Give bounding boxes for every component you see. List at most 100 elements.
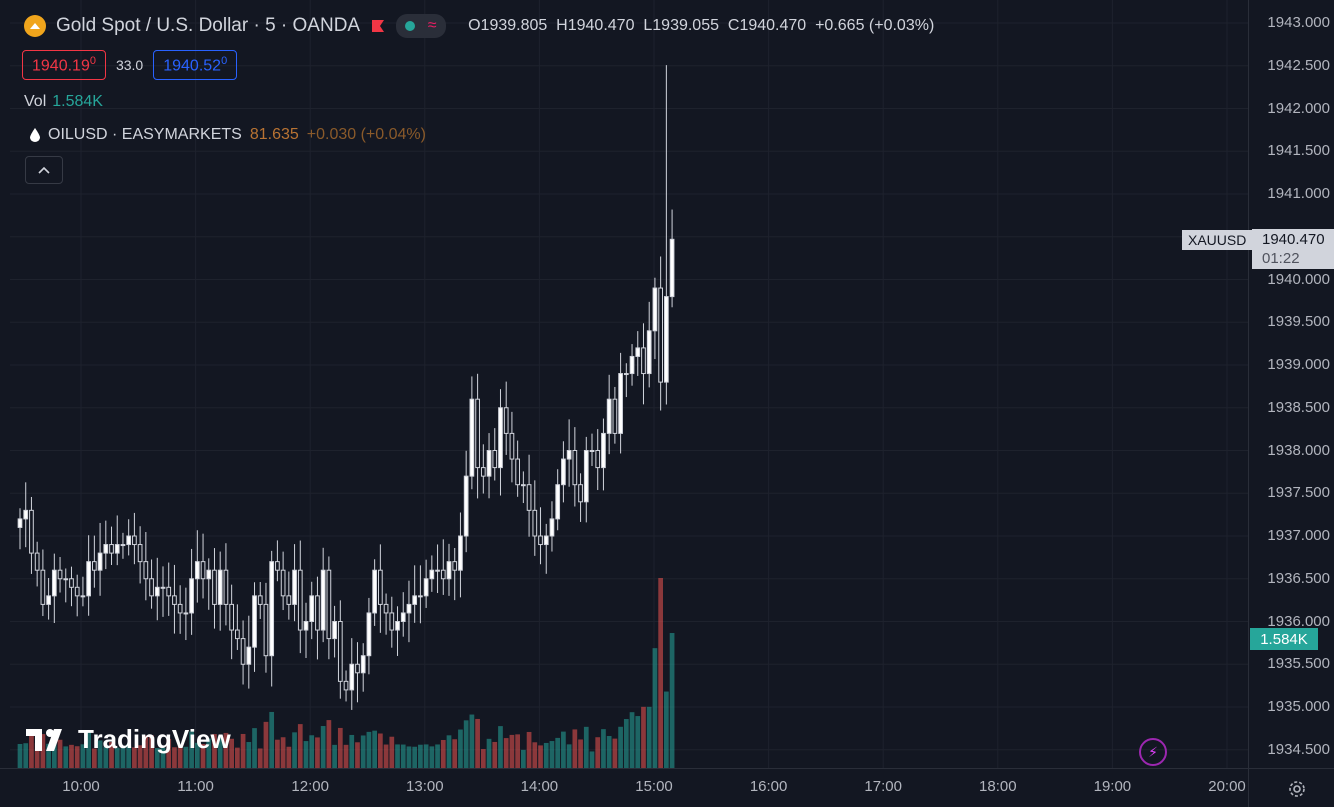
volume-legend[interactable]: Vol 1.584K	[24, 93, 103, 110]
volume-bar	[669, 633, 675, 768]
chevron-up-icon	[38, 166, 50, 174]
volume-bar	[463, 720, 469, 768]
volume-bar	[235, 747, 240, 768]
candle-body	[217, 569, 223, 605]
symbol-tag: XAUUSD	[1182, 230, 1253, 250]
symbol-legend: Gold Spot / U.S. Dollar · 5 · OANDA ≈ O1…	[24, 14, 934, 38]
volume-bar	[172, 747, 177, 768]
candle-body	[194, 561, 200, 580]
volume-bar	[383, 744, 389, 768]
candle-body	[240, 638, 246, 665]
volume-bar	[509, 734, 515, 768]
candle-body	[440, 569, 446, 580]
candle-body	[538, 535, 543, 546]
volume-bar	[566, 744, 572, 768]
volume-bar	[440, 739, 446, 768]
candle-body	[269, 561, 275, 657]
volume-bar	[132, 747, 137, 768]
candle-body	[92, 561, 97, 571]
price-tick-label: 1935.000	[1267, 698, 1330, 715]
volume-bar	[498, 726, 503, 768]
volume-bar	[280, 737, 286, 768]
volume-bar	[337, 727, 343, 768]
candle-body	[446, 561, 452, 580]
candle-body	[166, 586, 172, 597]
price-tick-label: 1939.500	[1267, 313, 1330, 331]
volume-bar	[664, 691, 669, 768]
volume-bar	[200, 743, 206, 768]
candle-body	[257, 595, 263, 605]
candle-body	[337, 621, 343, 682]
volume-bar	[269, 711, 275, 768]
candle-body	[109, 544, 114, 554]
volume-bar	[343, 744, 349, 768]
volume-bar	[589, 751, 595, 768]
candle-body	[275, 561, 280, 571]
lightning-icon[interactable]: ⚡	[1139, 738, 1167, 766]
candle-body	[360, 655, 366, 674]
spread-value: 33.0	[115, 57, 144, 74]
flag-icon[interactable]	[370, 18, 386, 34]
volume-bar	[658, 578, 663, 768]
price-tick-label: 1943.000	[1267, 14, 1330, 31]
volume-bar	[549, 741, 555, 768]
volume-bar	[154, 748, 160, 768]
volume-bar	[601, 729, 606, 768]
candle-body	[69, 578, 74, 588]
volume-bar	[521, 749, 526, 768]
compare-legend[interactable]: OILUSD · EASYMARKETS 81.635 +0.030 (+0.0…	[30, 126, 426, 144]
price-tick-label: 1939.000	[1267, 356, 1330, 373]
volume-bar	[349, 734, 355, 768]
buy-button[interactable]: 1940.520	[153, 50, 238, 81]
gear-icon[interactable]	[1286, 778, 1308, 800]
volume-bar	[315, 737, 320, 768]
price-tick-label: 1935.500	[1267, 655, 1330, 673]
tradingview-logo[interactable]: TradingView	[26, 724, 231, 755]
collapse-legend-button[interactable]	[25, 156, 63, 184]
volume-bar	[652, 648, 658, 768]
price-tick-label: 1937.500	[1267, 484, 1330, 502]
volume-bar	[246, 742, 252, 768]
price-tick-label: 1936.000	[1267, 612, 1330, 630]
volume-bar	[29, 734, 34, 768]
volume-bar	[223, 732, 229, 768]
time-tick-label: 11:00	[177, 778, 214, 795]
quote-buttons: 1940.190 33.0 1940.520	[22, 50, 238, 81]
volume-bar	[372, 730, 377, 768]
volume-bar	[137, 745, 143, 768]
volume-bar	[515, 734, 520, 768]
candle-body	[555, 484, 561, 520]
candle-body	[549, 518, 555, 537]
candle-body	[29, 509, 34, 554]
candle-body	[212, 569, 217, 605]
volume-bar	[320, 726, 326, 768]
candle-body	[383, 603, 389, 614]
candle-body	[532, 509, 538, 537]
volume-bar	[469, 714, 475, 768]
volume-bar	[114, 747, 120, 768]
volume-bar	[212, 734, 217, 768]
market-status-pill[interactable]: ≈	[396, 14, 447, 38]
volume-bar	[618, 726, 623, 768]
sell-button[interactable]: 1940.190	[22, 50, 106, 81]
candle-body	[669, 238, 675, 298]
volume-bar	[395, 744, 400, 768]
candle-body	[114, 544, 120, 554]
volume-bar	[160, 747, 166, 768]
candle-body	[349, 663, 355, 691]
volume-bar	[561, 731, 566, 768]
last-price-label: 1940.470 01:22	[1252, 229, 1334, 269]
volume-bar	[86, 731, 91, 768]
volume-bar	[297, 724, 303, 768]
candle-body	[172, 595, 177, 605]
volume-bar	[120, 746, 126, 768]
time-tick-label: 13:00	[406, 778, 444, 795]
symbol-title[interactable]: Gold Spot / U.S. Dollar · 5 · OANDA	[56, 15, 361, 36]
candle-body	[223, 569, 229, 605]
candle-body	[572, 450, 578, 486]
volume-bar	[92, 748, 97, 768]
candle-body	[641, 347, 646, 375]
candle-body	[583, 450, 589, 503]
volume-last-label: 1.584K	[1250, 628, 1318, 650]
